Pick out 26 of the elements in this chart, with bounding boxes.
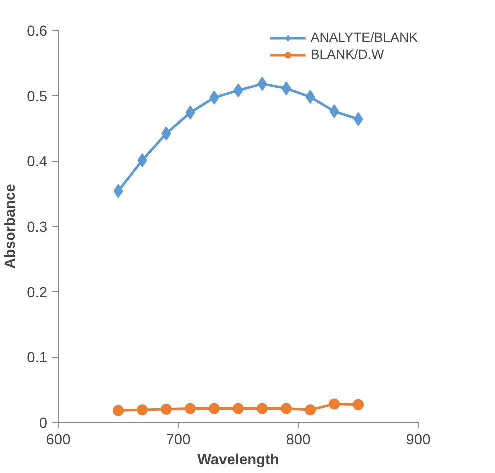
point — [185, 403, 196, 414]
point — [353, 399, 364, 410]
point — [137, 404, 148, 416]
y-tick-label: 0.5 — [27, 89, 48, 106]
legend-label: BLANK/D.W — [310, 47, 384, 62]
x-tick-label: 600 — [46, 432, 71, 448]
point — [233, 403, 244, 414]
point — [329, 398, 340, 410]
point — [209, 403, 220, 414]
y-tick-label: 0.6 — [27, 24, 48, 40]
point — [257, 403, 268, 414]
y-tick-label: 0.3 — [27, 220, 48, 236]
y-tick-label: 0.4 — [27, 154, 48, 171]
point — [113, 405, 124, 416]
x-tick-label: 700 — [166, 432, 191, 448]
x-tick-label: 900 — [406, 432, 431, 448]
legend-label: ANALYTE/BLANK — [310, 30, 418, 45]
point — [281, 403, 292, 414]
y-tick-label: 0.1 — [27, 350, 48, 367]
point — [161, 404, 172, 415]
point — [305, 404, 316, 416]
y-axis-title: Absorbance — [3, 184, 20, 269]
y-tick-label: 0.2 — [27, 285, 48, 302]
x-tick-label: 800 — [286, 432, 311, 448]
x-axis-title: Wavelength — [198, 452, 280, 468]
y-tick-label: 0 — [39, 416, 48, 432]
